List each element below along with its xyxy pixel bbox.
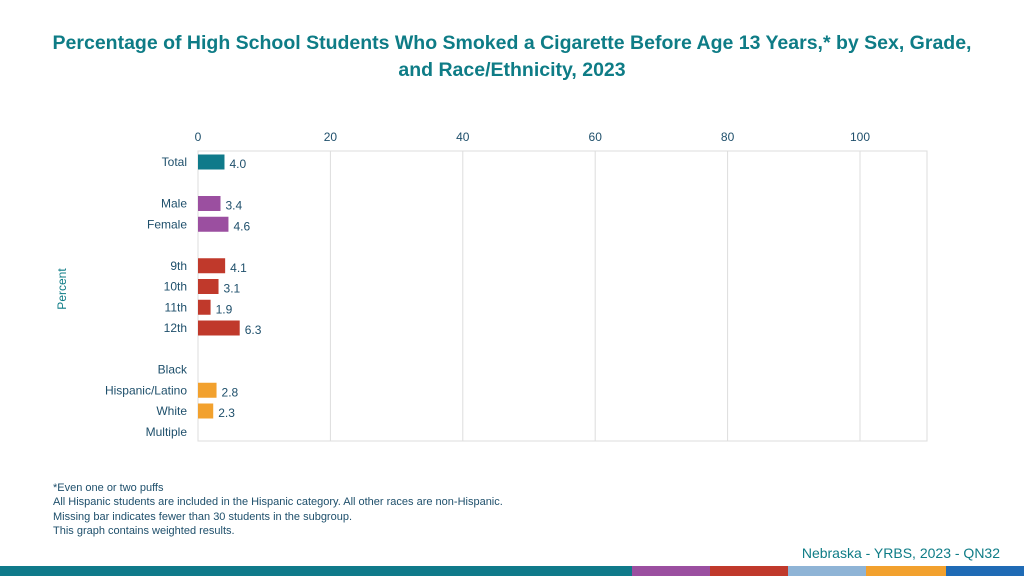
bar bbox=[198, 403, 214, 419]
bar bbox=[198, 279, 219, 294]
data-label: 2.8 bbox=[222, 385, 239, 399]
x-tick-label: 40 bbox=[456, 130, 470, 144]
band-segment bbox=[866, 566, 946, 576]
category-label: Female bbox=[147, 217, 187, 231]
category-label: Male bbox=[161, 197, 187, 211]
source-label: Nebraska - YRBS, 2023 - QN32 bbox=[801, 545, 1000, 561]
band-segment bbox=[788, 566, 866, 576]
chart-title: Percentage of High School Students Who S… bbox=[52, 32, 972, 81]
data-label: 3.1 bbox=[224, 282, 241, 296]
band-segment bbox=[0, 566, 632, 576]
footnote-line: This graph contains weighted results. bbox=[53, 524, 235, 537]
data-label: 4.0 bbox=[229, 157, 246, 171]
bottom-color-band bbox=[0, 566, 1024, 576]
x-tick-label: 60 bbox=[589, 130, 603, 144]
data-label: 1.9 bbox=[216, 302, 233, 316]
x-tick-label: 80 bbox=[721, 130, 735, 144]
category-label: Multiple bbox=[146, 425, 188, 439]
bar bbox=[198, 216, 229, 232]
y-axis-label: Percent bbox=[55, 268, 69, 310]
category-label: Black bbox=[158, 363, 188, 377]
bar bbox=[198, 196, 221, 211]
bar bbox=[198, 320, 240, 336]
footnote-line: All Hispanic students are included in th… bbox=[53, 496, 503, 509]
data-label: 6.3 bbox=[245, 323, 262, 337]
x-tick-label: 100 bbox=[850, 130, 870, 144]
data-label: 4.1 bbox=[230, 261, 247, 275]
category-label: White bbox=[156, 404, 187, 418]
footnote-line: *Even one or two puffs bbox=[53, 482, 164, 494]
footnotes: *Even one or two puffs All Hispanic stud… bbox=[53, 481, 503, 538]
category-label: 10th bbox=[164, 280, 187, 294]
band-segment bbox=[632, 566, 710, 576]
category-label: 12th bbox=[164, 321, 187, 335]
bar-chart: 0 20 40 60 80 100 Percent Total 4.0 Male 3.4 Female… bbox=[55, 130, 928, 442]
category-label: 11th bbox=[165, 300, 187, 314]
plot-frame bbox=[197, 150, 928, 442]
data-label: 4.6 bbox=[233, 219, 250, 233]
footnote-line: Missing bar indicates fewer than 30 stud… bbox=[53, 510, 353, 523]
bar bbox=[198, 382, 217, 398]
bar bbox=[198, 154, 225, 170]
data-label: 2.3 bbox=[218, 406, 235, 420]
bar bbox=[198, 258, 226, 274]
category-label: Hispanic/Latino bbox=[105, 383, 187, 397]
band-segment bbox=[946, 566, 1024, 576]
x-tick-label: 20 bbox=[324, 130, 338, 144]
x-tick-label: 0 bbox=[195, 130, 202, 144]
band-segment bbox=[710, 566, 788, 576]
category-label: 9th bbox=[170, 259, 187, 273]
category-label: Total bbox=[162, 155, 187, 169]
bar bbox=[198, 299, 211, 315]
data-label: 3.4 bbox=[226, 199, 243, 213]
